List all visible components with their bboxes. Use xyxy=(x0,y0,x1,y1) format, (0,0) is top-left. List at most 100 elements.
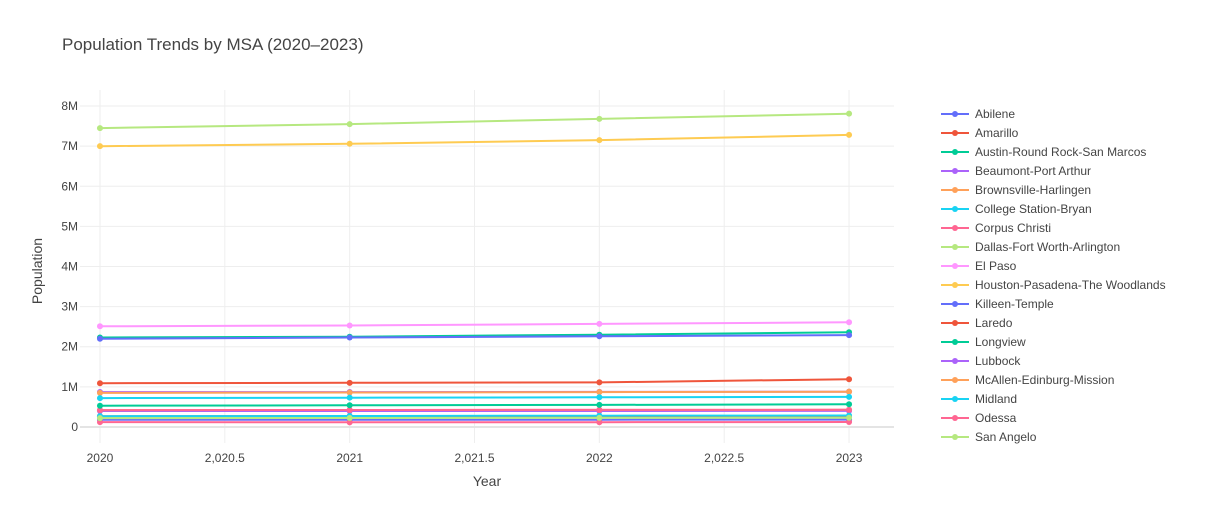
legend-marker xyxy=(952,320,958,326)
data-point xyxy=(846,401,853,408)
data-point xyxy=(596,414,603,421)
x-tick-label: 2022 xyxy=(586,451,613,465)
legend-label: Amarillo xyxy=(975,126,1019,140)
data-point xyxy=(96,415,103,422)
series-killeen-temple xyxy=(96,332,853,342)
y-tick-label: 7M xyxy=(61,139,78,153)
data-point xyxy=(346,389,353,396)
series-line xyxy=(99,112,850,130)
y-tick-label: 2M xyxy=(61,340,78,354)
data-point xyxy=(96,143,103,150)
y-tick-label: 5M xyxy=(61,219,78,233)
x-tick-label: 2,020.5 xyxy=(205,451,245,465)
series-laredo xyxy=(96,376,853,387)
data-point xyxy=(846,388,853,395)
data-point xyxy=(346,394,353,401)
series-line xyxy=(99,321,850,328)
legend-label: McAllen-Edinburg-Mission xyxy=(975,373,1114,387)
x-tick-label: 2,021.5 xyxy=(454,451,494,465)
data-point xyxy=(346,406,353,413)
legend-label: Laredo xyxy=(975,316,1013,330)
series-houston-pasadena-the-woodlands xyxy=(96,131,853,150)
legend-marker xyxy=(952,377,958,383)
data-point xyxy=(596,419,603,426)
series-san-angelo xyxy=(96,414,853,422)
y-tick-label: 1M xyxy=(61,380,78,394)
data-point xyxy=(846,332,853,339)
x-tick-label: 2023 xyxy=(836,451,863,465)
data-point xyxy=(846,110,853,117)
legend-marker xyxy=(952,130,958,136)
legend-label: Austin-Round Rock-San Marcos xyxy=(975,145,1146,159)
legend-item: Brownsville-Harlingen xyxy=(941,183,1091,197)
x-tick-label: 2,022.5 xyxy=(704,451,744,465)
series-midland xyxy=(96,393,853,402)
data-point xyxy=(96,389,103,396)
legend-item: Beaumont-Port Arthur xyxy=(941,164,1091,178)
legend-item: College Station-Bryan xyxy=(941,202,1092,216)
data-point xyxy=(346,419,353,426)
y-tick-label: 4M xyxy=(61,260,78,274)
legend-marker xyxy=(952,396,958,402)
data-point xyxy=(596,320,603,327)
data-point xyxy=(96,395,103,402)
series-line xyxy=(99,414,850,418)
x-axis-title: Year xyxy=(473,473,502,489)
data-point xyxy=(846,418,853,425)
data-point xyxy=(96,402,103,409)
legend-item: McAllen-Edinburg-Mission xyxy=(941,373,1114,387)
legend-marker xyxy=(952,149,958,155)
data-point xyxy=(596,406,603,413)
legend-marker xyxy=(952,301,958,307)
legend: Abilene Amarillo Austin-Round Rock-San Mar… xyxy=(941,107,1166,444)
legend-item: Dallas-Fort Worth-Arlington xyxy=(941,240,1120,254)
legend-label: El Paso xyxy=(975,259,1017,273)
data-point xyxy=(596,389,603,396)
data-point xyxy=(596,379,603,386)
legend-label: Beaumont-Port Arthur xyxy=(975,164,1091,178)
series-line xyxy=(99,133,850,148)
legend-label: Brownsville-Harlingen xyxy=(975,183,1091,197)
legend-item: Abilene xyxy=(941,107,1015,121)
legend-marker xyxy=(952,263,958,269)
legend-item: Houston-Pasadena-The Woodlands xyxy=(941,278,1166,292)
data-point xyxy=(596,115,603,122)
y-tick-labels: 0 1M 2M 3M 4M 5M 6M 7M 8M xyxy=(61,99,78,434)
y-tick-label: 3M xyxy=(61,300,78,314)
series-dallas-fort-worth-arlington xyxy=(96,110,853,132)
series-el-paso xyxy=(96,319,853,330)
y-axis-title: Population xyxy=(29,238,45,304)
data-point xyxy=(846,406,853,413)
legend-label: Dallas-Fort Worth-Arlington xyxy=(975,240,1120,254)
legend-label: Longview xyxy=(975,335,1026,349)
legend-marker xyxy=(952,111,958,117)
data-point xyxy=(346,140,353,147)
data-point xyxy=(846,131,853,138)
legend-marker xyxy=(952,225,958,231)
x-tick-label: 2020 xyxy=(87,451,114,465)
legend-label: Corpus Christi xyxy=(975,221,1051,235)
series-layer xyxy=(96,110,853,426)
legend-marker xyxy=(952,244,958,250)
legend-item: Amarillo xyxy=(941,126,1019,140)
data-point xyxy=(846,376,853,383)
data-point xyxy=(346,379,353,386)
data-point xyxy=(846,414,853,421)
legend-item: San Angelo xyxy=(941,430,1037,444)
data-point xyxy=(96,380,103,387)
series-line xyxy=(99,395,850,400)
legend-label: Killeen-Temple xyxy=(975,297,1054,311)
data-point xyxy=(596,394,603,401)
legend-item: Killeen-Temple xyxy=(941,297,1054,311)
data-point xyxy=(346,334,353,341)
y-tick-label: 8M xyxy=(61,99,78,113)
series-longview xyxy=(96,401,853,409)
data-point xyxy=(346,322,353,329)
legend-marker xyxy=(952,206,958,212)
legend-marker xyxy=(952,168,958,174)
legend-marker xyxy=(952,282,958,288)
series-line xyxy=(99,334,850,340)
series-line xyxy=(99,378,850,385)
data-point xyxy=(346,121,353,128)
